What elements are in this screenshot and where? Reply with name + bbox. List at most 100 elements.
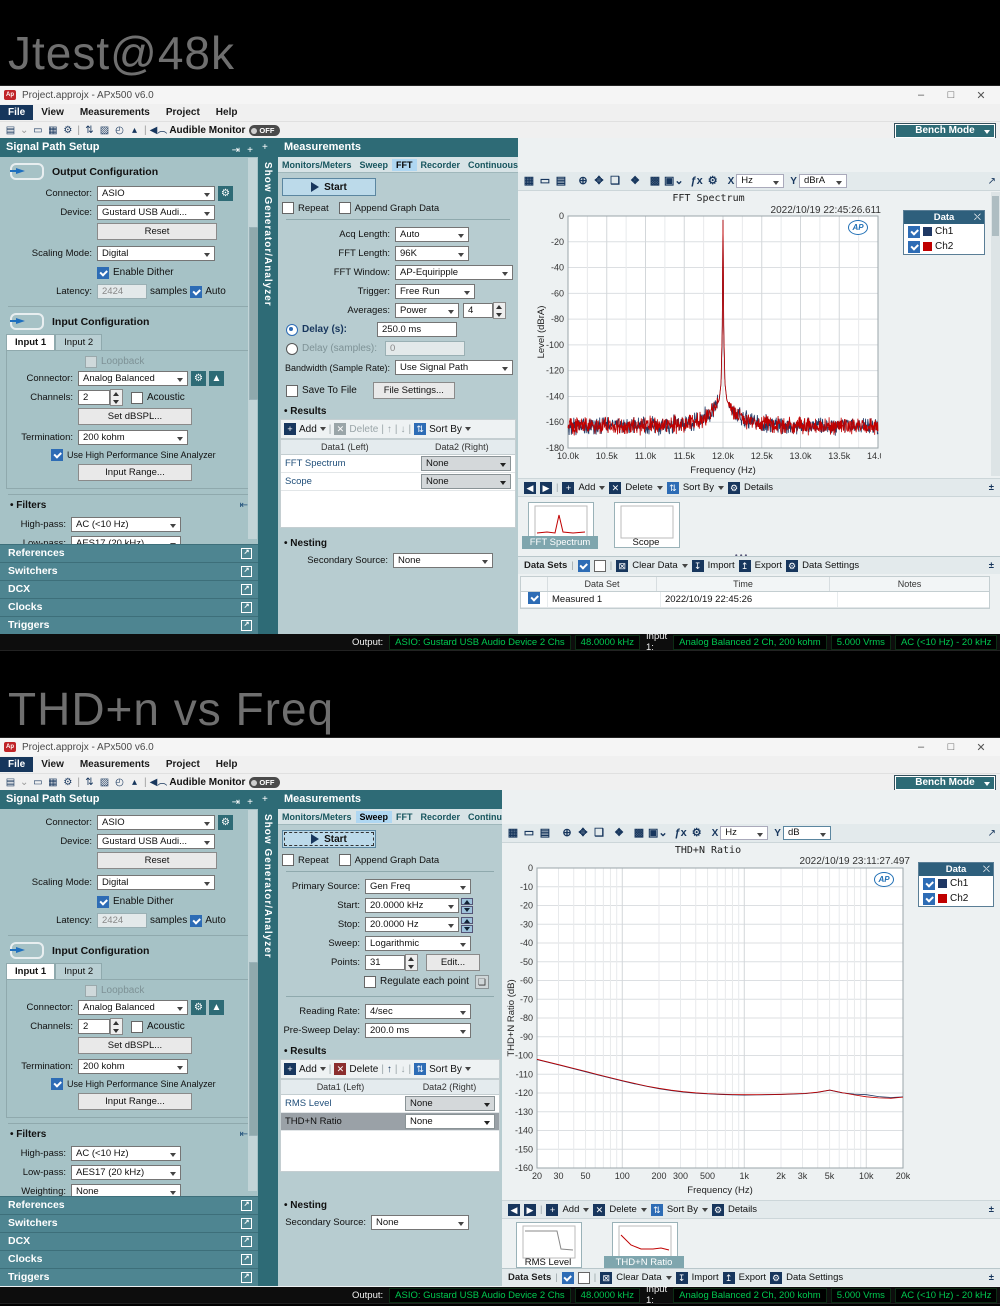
output-connector-select[interactable]: ASIO bbox=[97, 186, 215, 201]
new-project-icon[interactable]: ▤ bbox=[5, 777, 16, 788]
tab-input2[interactable]: Input 2 bbox=[55, 963, 103, 979]
titlebar[interactable]: Ap Project.approjx - APx500 v6.0 – □ ✕ bbox=[0, 86, 1000, 104]
legend-row-ch2[interactable]: Ch2 bbox=[904, 239, 984, 254]
open-icon[interactable]: ▭ bbox=[33, 777, 43, 788]
add-label[interactable]: Add bbox=[299, 423, 317, 435]
y-unit-select[interactable]: dB bbox=[782, 826, 831, 840]
save-graph-icon[interactable]: ▦ bbox=[507, 827, 519, 839]
hpsa-checkbox[interactable] bbox=[51, 1078, 63, 1090]
details-icon[interactable]: ⚙ bbox=[728, 481, 740, 494]
sps-scrollbar[interactable] bbox=[248, 810, 258, 1191]
sidebar-item-triggers[interactable]: Triggers ↗ bbox=[0, 616, 258, 634]
delete-icon[interactable]: ✕ bbox=[334, 423, 347, 435]
print-graph-icon[interactable]: ▤ bbox=[555, 175, 567, 187]
collapse-icon[interactable]: ± bbox=[988, 560, 994, 571]
primary-source-select[interactable]: Gen Freq bbox=[365, 879, 471, 894]
fx-icon[interactable]: ƒx bbox=[674, 827, 687, 839]
audible-monitor-toggle[interactable]: OFF bbox=[249, 125, 281, 136]
bench-mode-button[interactable]: Bench Mode bbox=[894, 775, 996, 791]
export-label[interactable]: Export bbox=[738, 1272, 767, 1283]
clear-data-label[interactable]: Clear Data bbox=[632, 560, 678, 571]
hpsa-checkbox[interactable] bbox=[51, 449, 63, 461]
enable-dither-checkbox[interactable] bbox=[97, 895, 109, 908]
input-connector-settings-icon[interactable]: ⚙ bbox=[191, 1000, 206, 1015]
delete-result-icon[interactable]: ✕ bbox=[609, 481, 622, 494]
save-to-file-checkbox[interactable] bbox=[286, 384, 298, 397]
filters-pin-icon[interactable]: ⇤ bbox=[239, 500, 248, 511]
check-all-checkbox[interactable] bbox=[561, 1271, 574, 1284]
pin-icon[interactable]: ⇥ bbox=[231, 145, 240, 156]
expand-icon[interactable]: + bbox=[247, 797, 253, 808]
move-down-icon[interactable]: ↓ bbox=[400, 1063, 406, 1075]
minimize-button[interactable]: – bbox=[917, 741, 925, 753]
tab-fft[interactable]: FFT bbox=[392, 158, 417, 171]
pre-sweep-delay-select[interactable]: 200.0 ms bbox=[365, 1023, 471, 1038]
regulate-checkbox[interactable] bbox=[364, 975, 376, 988]
graph-scrollbar[interactable] bbox=[991, 192, 1000, 476]
delete-result-label[interactable]: Delete bbox=[609, 1204, 637, 1215]
reading-rate-select[interactable]: 4/sec bbox=[365, 1004, 471, 1019]
menu-help[interactable]: Help bbox=[215, 107, 238, 118]
axes-icon[interactable]: ❖ bbox=[630, 175, 640, 187]
copy-graph-icon[interactable]: ▭ bbox=[539, 175, 551, 187]
thdn-ratio-chart[interactable]: 0 -10 -20 -30 -40 -50 -60 -70 -80 -90 -100 -110 -120… bbox=[506, 858, 910, 1196]
result-row-scope[interactable]: Scope None bbox=[281, 473, 515, 491]
sort-results-icon[interactable]: ⇅ bbox=[650, 1203, 663, 1216]
repeat-checkbox[interactable] bbox=[282, 202, 294, 214]
signal-path-icon[interactable]: ⇅ bbox=[85, 777, 94, 788]
highpass-select[interactable]: AC (<10 Hz) bbox=[71, 1146, 181, 1161]
check-all-checkbox[interactable] bbox=[577, 559, 590, 572]
uncheck-all-checkbox[interactable] bbox=[577, 1271, 590, 1284]
start-button[interactable]: Start bbox=[282, 830, 376, 848]
legend-row-ch1[interactable]: Ch1 bbox=[919, 876, 993, 891]
move-down-icon[interactable]: ↓ bbox=[400, 423, 406, 435]
data-settings-label[interactable]: Data Settings bbox=[786, 1272, 844, 1283]
sort-results-icon[interactable]: ⇅ bbox=[666, 481, 679, 494]
legend-header[interactable]: Data ⛌ bbox=[919, 863, 993, 876]
thumbnail-scope[interactable] bbox=[614, 502, 680, 548]
sidebar-item-clocks[interactable]: Clocks ↗ bbox=[0, 598, 258, 616]
regulate-settings-icon[interactable]: ❏ bbox=[474, 974, 489, 989]
pan-icon[interactable]: ✥ bbox=[578, 827, 588, 839]
show-generator-analyzer-strip[interactable]: + Show Generator/Analyzer bbox=[258, 138, 278, 634]
legend-pin-icon[interactable]: ⛌ bbox=[973, 212, 981, 223]
graph-settings-icon[interactable]: ⚙ bbox=[691, 827, 702, 839]
menu-file[interactable]: File bbox=[0, 105, 34, 120]
output-connector-select[interactable]: ASIO bbox=[97, 815, 215, 830]
latency-field[interactable]: 2424 bbox=[97, 284, 147, 299]
trigger-select[interactable]: Free Run bbox=[395, 284, 475, 299]
input-connector-select[interactable]: Analog Balanced bbox=[78, 1000, 188, 1015]
sequence-icon[interactable]: ▴ bbox=[131, 777, 138, 788]
tab-monitors-meters[interactable]: Monitors/Meters bbox=[282, 811, 352, 822]
append-checkbox[interactable] bbox=[338, 854, 351, 866]
input-monitor-icon[interactable]: ▲ bbox=[209, 371, 224, 386]
maximize-button[interactable]: □ bbox=[947, 89, 955, 101]
clock-icon[interactable]: ◴ bbox=[115, 125, 124, 136]
secondary-source-select[interactable]: None bbox=[393, 553, 493, 568]
data2-select[interactable]: None bbox=[405, 1114, 495, 1129]
sequence-icon[interactable]: ▴ bbox=[131, 125, 138, 136]
save-graph-icon[interactable]: ▦ bbox=[523, 175, 535, 187]
collapse-icon[interactable]: ± bbox=[988, 1272, 994, 1283]
close-button[interactable]: ✕ bbox=[976, 89, 986, 102]
lowpass-select[interactable]: AES17 (20 kHz) bbox=[71, 1165, 181, 1180]
cursor-menu-icon[interactable]: ▣⌄ bbox=[664, 175, 684, 187]
menu-measurements[interactable]: Measurements bbox=[79, 107, 150, 118]
collapse-icon[interactable]: ± bbox=[988, 482, 994, 493]
fft-window-select[interactable]: AP-Equiripple bbox=[395, 265, 513, 280]
acoustic-checkbox[interactable] bbox=[131, 391, 143, 404]
data-set-checkbox[interactable] bbox=[528, 592, 540, 604]
pan-icon[interactable]: ✥ bbox=[594, 175, 604, 187]
save-icon[interactable]: ▦ bbox=[48, 777, 58, 788]
x-unit-select[interactable]: Hz bbox=[720, 826, 769, 840]
termination-select[interactable]: 200 kohm bbox=[78, 430, 188, 445]
repeat-checkbox[interactable] bbox=[282, 854, 294, 866]
sort-by-icon[interactable]: ⇅ bbox=[414, 423, 427, 435]
thumbnail-scope-label[interactable]: Scope bbox=[632, 537, 660, 548]
clear-data-label[interactable]: Clear Data bbox=[616, 1272, 662, 1283]
add-result-label[interactable]: Add bbox=[562, 1204, 580, 1215]
menu-view[interactable]: View bbox=[41, 107, 64, 118]
export-icon[interactable]: ↥ bbox=[722, 1271, 735, 1284]
set-dbspl-button[interactable]: Set dBSPL... bbox=[78, 1037, 192, 1054]
data2-select[interactable]: None bbox=[421, 474, 511, 489]
